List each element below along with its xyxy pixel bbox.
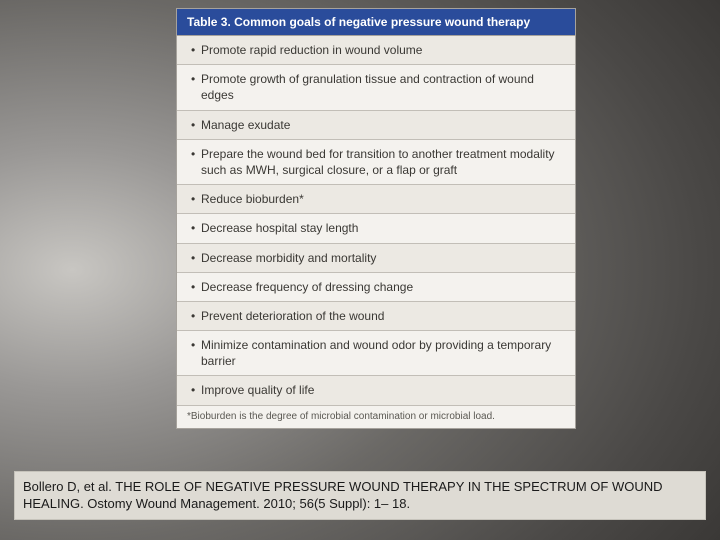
bullet-icon: • — [191, 279, 201, 295]
table-footnote: *Bioburden is the degree of microbial co… — [177, 406, 575, 428]
table-row: •Manage exudate — [177, 111, 575, 140]
table-row: •Improve quality of life — [177, 376, 575, 405]
citation-text: Bollero D, et al. THE ROLE OF NEGATIVE P… — [14, 471, 706, 520]
bullet-icon: • — [191, 71, 201, 87]
table-row: •Prepare the wound bed for transition to… — [177, 140, 575, 185]
table-row: •Promote growth of granulation tissue an… — [177, 65, 575, 110]
table-row: •Reduce bioburden* — [177, 185, 575, 214]
table-header: Table 3. Common goals of negative pressu… — [177, 9, 575, 36]
row-text: Promote growth of granulation tissue and… — [201, 71, 565, 103]
bullet-icon: • — [191, 382, 201, 398]
table-row: •Promote rapid reduction in wound volume — [177, 36, 575, 65]
bullet-icon: • — [191, 337, 201, 353]
row-text: Promote rapid reduction in wound volume — [201, 42, 565, 58]
table-row: •Decrease morbidity and mortality — [177, 244, 575, 273]
row-text: Improve quality of life — [201, 382, 565, 398]
row-text: Prepare the wound bed for transition to … — [201, 146, 565, 178]
row-text: Decrease morbidity and mortality — [201, 250, 565, 266]
table-row: •Minimize contamination and wound odor b… — [177, 331, 575, 376]
row-text: Decrease hospital stay length — [201, 220, 565, 236]
row-text: Manage exudate — [201, 117, 565, 133]
bullet-icon: • — [191, 250, 201, 266]
row-text: Decrease frequency of dressing change — [201, 279, 565, 295]
bullet-icon: • — [191, 146, 201, 162]
bullet-icon: • — [191, 220, 201, 236]
bullet-icon: • — [191, 117, 201, 133]
goals-table: Table 3. Common goals of negative pressu… — [176, 8, 576, 429]
row-text: Reduce bioburden* — [201, 191, 565, 207]
bullet-icon: • — [191, 191, 201, 207]
row-text: Minimize contamination and wound odor by… — [201, 337, 565, 369]
table-row: •Decrease hospital stay length — [177, 214, 575, 243]
table-row: •Prevent deterioration of the wound — [177, 302, 575, 331]
bullet-icon: • — [191, 308, 201, 324]
bullet-icon: • — [191, 42, 201, 58]
table-row: •Decrease frequency of dressing change — [177, 273, 575, 302]
row-text: Prevent deterioration of the wound — [201, 308, 565, 324]
